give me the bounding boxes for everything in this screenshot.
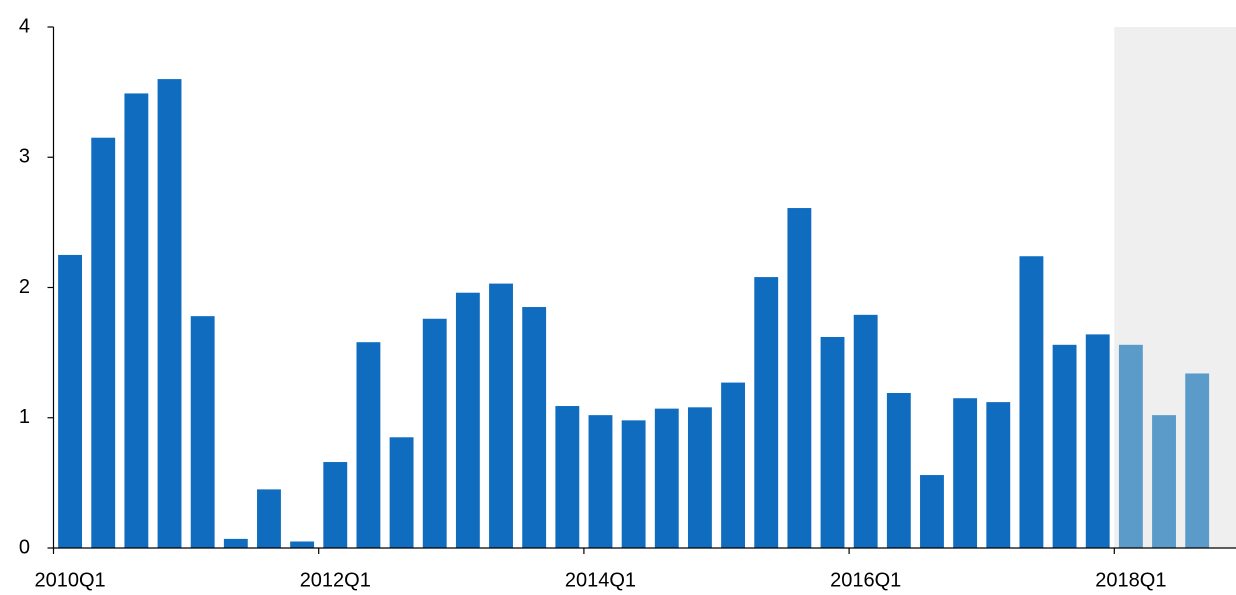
bar xyxy=(1052,344,1077,548)
bar xyxy=(157,79,182,548)
bar xyxy=(58,254,83,548)
bar xyxy=(389,437,414,548)
bar xyxy=(257,489,281,548)
x-tick-label: 2014Q1 xyxy=(565,569,636,591)
bar xyxy=(422,318,447,548)
bar xyxy=(754,277,779,548)
bar xyxy=(1085,334,1110,548)
bar xyxy=(721,382,746,548)
bar xyxy=(489,283,513,548)
bar xyxy=(621,420,646,548)
bar xyxy=(1118,344,1143,548)
bar xyxy=(654,408,679,548)
y-tick-label: 4 xyxy=(19,15,30,37)
bar xyxy=(124,93,149,549)
x-tick-label: 2010Q1 xyxy=(34,569,105,591)
bar xyxy=(356,342,381,548)
bar xyxy=(190,316,215,548)
bar xyxy=(522,307,547,548)
bar xyxy=(1152,415,1176,548)
y-tick-label: 1 xyxy=(19,406,30,428)
bar xyxy=(920,475,944,548)
bar xyxy=(1185,373,1210,548)
x-tick-label: 2012Q1 xyxy=(300,569,371,591)
bar xyxy=(588,415,613,548)
bar xyxy=(455,292,480,548)
bar xyxy=(323,462,348,548)
y-tick-label: 3 xyxy=(19,146,30,168)
y-tick-label: 2 xyxy=(19,276,30,298)
bar xyxy=(820,336,845,548)
bar xyxy=(223,538,248,548)
bar xyxy=(1019,256,1044,548)
x-tick-label: 2016Q1 xyxy=(830,569,901,591)
bar xyxy=(953,398,978,548)
bar xyxy=(290,541,315,548)
bar xyxy=(687,407,712,548)
bar xyxy=(853,314,878,548)
bar xyxy=(787,208,812,549)
y-tick-label: 0 xyxy=(19,536,30,558)
bar xyxy=(986,402,1011,548)
bar xyxy=(555,406,580,548)
bar xyxy=(91,137,116,548)
x-tick-label: 2018Q1 xyxy=(1095,569,1166,591)
bar xyxy=(886,393,911,548)
